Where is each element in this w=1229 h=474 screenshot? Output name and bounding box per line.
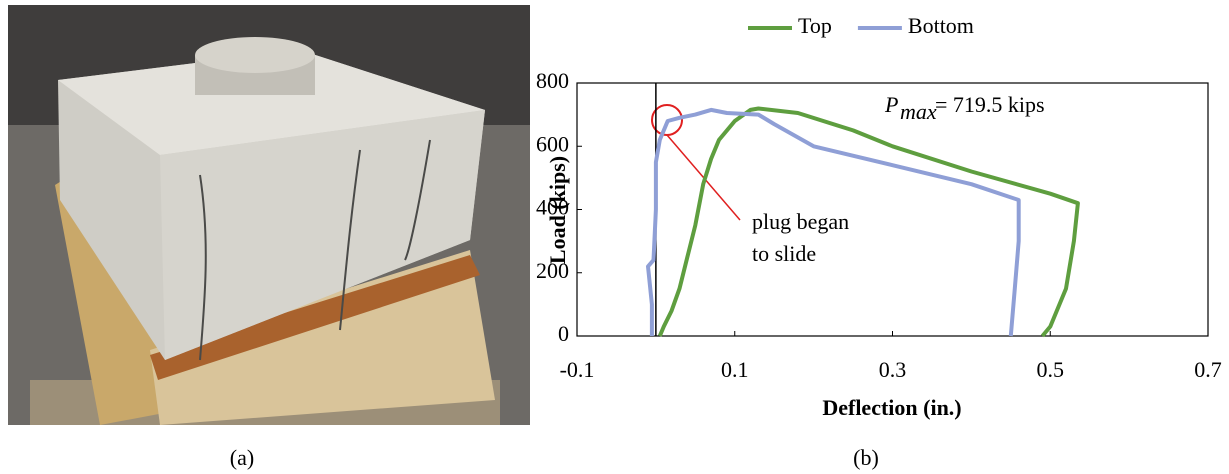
x-axis-label: Deflection (in.) (822, 395, 961, 420)
x-tick-label: 0.3 (879, 357, 907, 382)
y-tick-label: 600 (536, 131, 569, 156)
series-line (657, 106, 1080, 338)
caption: (a) (230, 445, 254, 470)
annotation: to slide (752, 241, 816, 266)
x-tick-label: 0.7 (1194, 357, 1222, 382)
y-tick-label: 400 (536, 195, 569, 220)
y-tick-label: 0 (558, 321, 569, 346)
series-line (646, 107, 1021, 337)
x-tick-label: 0.5 (1037, 357, 1065, 382)
photo (8, 5, 530, 425)
annotation: = 719.5 kips (935, 92, 1045, 117)
legend-label: Bottom (908, 13, 974, 38)
legend-label: Top (798, 13, 832, 38)
annotation: P (884, 92, 898, 117)
y-tick-label: 800 (536, 68, 569, 93)
y-tick-label: 200 (536, 258, 569, 283)
y-axis-label: Load (kips) (545, 156, 570, 264)
caption: (b) (853, 445, 879, 470)
annotation: max (900, 99, 937, 124)
x-tick-label: 0.1 (721, 357, 749, 382)
x-tick-label: -0.1 (560, 357, 595, 382)
annotation: plug began (752, 209, 849, 234)
